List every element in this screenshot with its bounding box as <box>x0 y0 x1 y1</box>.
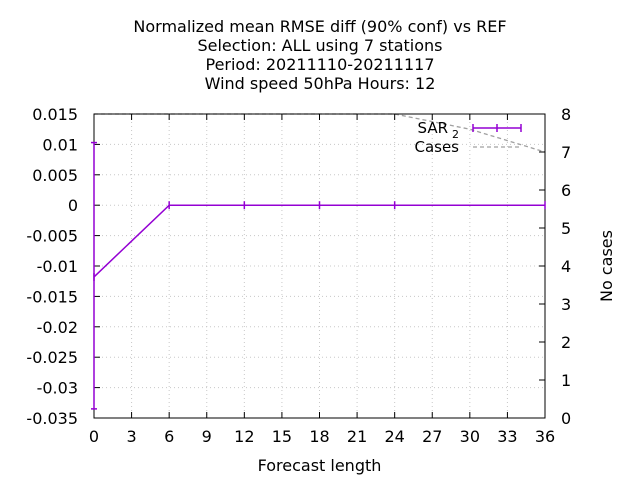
x-tick-label: 0 <box>89 427 99 446</box>
y-tick-label: -0.02 <box>37 318 78 337</box>
x-tick-label: 9 <box>202 427 212 446</box>
x-axis-label: Forecast length <box>258 456 382 475</box>
grid <box>94 114 545 418</box>
chart-title: Normalized mean RMSE diff (90% conf) vs … <box>133 17 506 93</box>
y-tick-label: -0.03 <box>37 379 78 398</box>
y-axis: 0.015 0.01 0.005 0 -0.005 -0.01 -0.015 -0.02 -0.… <box>26 105 100 428</box>
y-tick-label: 0.005 <box>32 166 78 185</box>
title-line: Period: 20211110-20211117 <box>205 55 434 74</box>
y2-axis: 0 1 2 3 4 5 6 7 8 <box>539 105 571 428</box>
x-axis: 0 3 6 9 12 15 18 21 24 27 30 33 36 <box>89 114 555 446</box>
y2-tick-label: 1 <box>561 371 571 390</box>
title-line: Normalized mean RMSE diff (90% conf) vs … <box>133 17 506 36</box>
sar-series <box>91 141 546 410</box>
y2-axis-label: No cases <box>597 230 616 302</box>
y-tick-label: 0 <box>68 196 78 215</box>
y-tick-label: -0.015 <box>26 287 78 306</box>
x-tick-label: 21 <box>347 427 367 446</box>
y2-tick-label: 4 <box>561 257 571 276</box>
x-tick-label: 27 <box>422 427 442 446</box>
x-tick-label: 15 <box>272 427 292 446</box>
x-tick-label: 33 <box>497 427 517 446</box>
y2-tick-label: 6 <box>561 181 571 200</box>
y2-tick-label: 2 <box>561 333 571 352</box>
legend-label-sar: SAR <box>418 119 448 137</box>
y2-tick-label: 7 <box>561 143 571 162</box>
x-tick-label: 24 <box>384 427 404 446</box>
title-line: Selection: ALL using 7 stations <box>197 36 442 55</box>
legend-label-sar-subscript: 2 <box>452 128 459 141</box>
y2-tick-label: 3 <box>561 295 571 314</box>
x-tick-label: 3 <box>126 427 136 446</box>
y2-tick-label: 8 <box>561 105 571 124</box>
x-tick-label: 30 <box>460 427 480 446</box>
y2-tick-label: 0 <box>561 409 571 428</box>
sar-line <box>93 204 545 278</box>
x-tick-label: 36 <box>535 427 555 446</box>
y-tick-label: -0.025 <box>26 348 78 367</box>
x-tick-label: 18 <box>309 427 329 446</box>
x-tick-label: 12 <box>234 427 254 446</box>
legend-label-cases: Cases <box>414 138 459 156</box>
y-tick-label: 0.01 <box>42 135 78 154</box>
x-tick-label: 6 <box>164 427 174 446</box>
y-tick-label: 0.015 <box>32 105 78 124</box>
y-tick-label: -0.005 <box>26 227 78 246</box>
y-tick-label: -0.01 <box>37 257 78 276</box>
title-line: Wind speed 50hPa Hours: 12 <box>205 74 436 93</box>
y-tick-label: -0.035 <box>26 409 78 428</box>
y2-tick-label: 5 <box>561 219 571 238</box>
